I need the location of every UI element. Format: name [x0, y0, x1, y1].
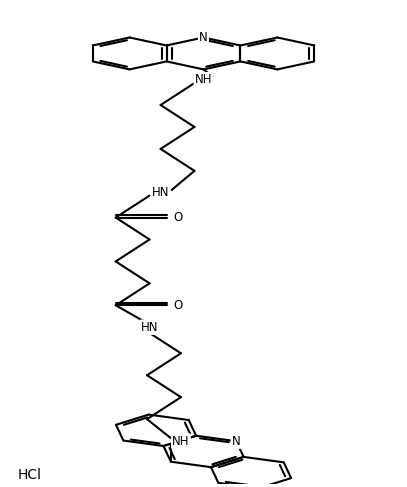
Text: NH: NH [195, 73, 212, 86]
Text: HCl: HCl [18, 468, 42, 482]
Text: O: O [174, 299, 183, 312]
Text: N: N [232, 435, 241, 448]
Text: HN: HN [152, 187, 169, 199]
Text: O: O [174, 211, 183, 224]
Text: N: N [199, 31, 208, 44]
Text: NH: NH [172, 434, 190, 448]
Text: HN: HN [141, 321, 158, 334]
